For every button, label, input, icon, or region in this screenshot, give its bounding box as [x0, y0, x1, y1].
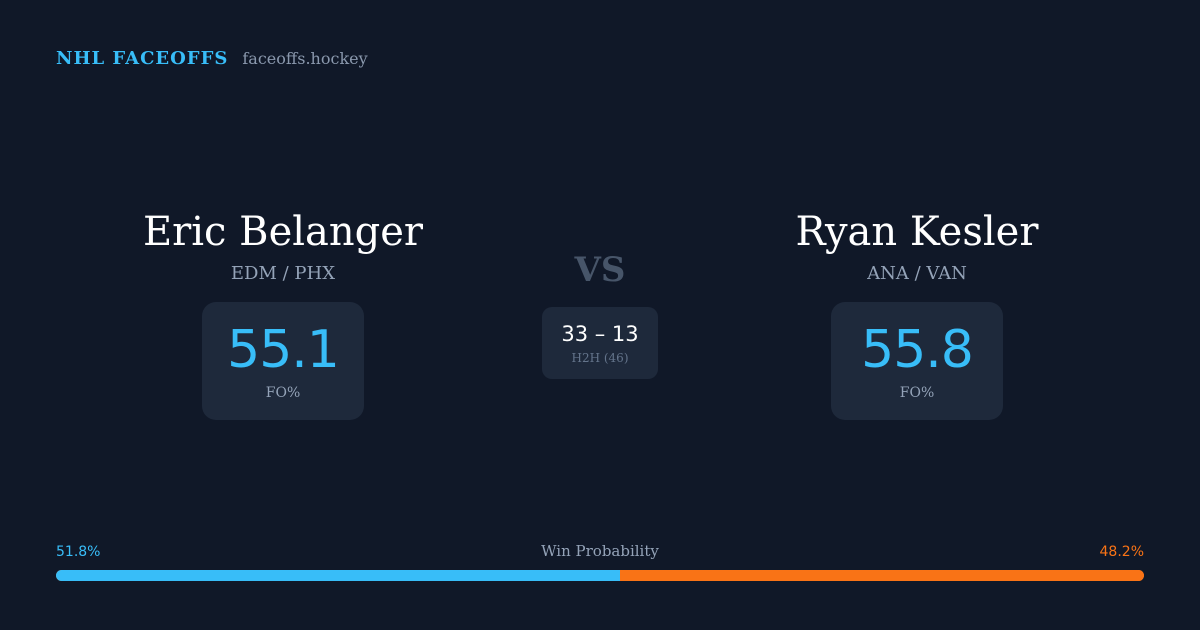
player-right-name: Ryan Kesler [795, 209, 1039, 255]
brand-title[interactable]: NHL FACEOFFS [56, 48, 229, 69]
head-to-head-card: 33 – 13 H2H (46) [542, 307, 658, 379]
player-right-teams: ANA / VAN [867, 263, 967, 284]
header: NHL FACEOFFS faceoffs.hockey [56, 48, 368, 69]
win-probability-bar-right [619, 570, 1144, 581]
player-left-fo-pct: 55.1 [227, 320, 340, 380]
head-to-head-score: 33 – 13 [561, 322, 639, 346]
win-probability-left-value: 51.8% [56, 544, 101, 560]
player-left-teams: EDM / PHX [230, 263, 336, 284]
player-right-fo-pct: 55.8 [861, 320, 974, 380]
player-left-name: Eric Belanger [142, 209, 424, 255]
versus-label: VS [574, 250, 626, 290]
player-right-fo-label: FO% [899, 385, 935, 401]
player-right-panel: Ryan Kesler ANA / VAN 55.8 FO% [687, 204, 1147, 420]
player-left-panel: Eric Belanger EDM / PHX 55.1 FO% [53, 204, 513, 420]
player-right-stat-card: 55.8 FO% [831, 302, 1003, 420]
win-probability-labels: 51.8% Win Probability 48.2% [56, 542, 1144, 564]
head-to-head-label: H2H (46) [571, 351, 629, 365]
player-left-fo-label: FO% [265, 385, 301, 401]
win-probability-bar-left [56, 570, 620, 581]
site-domain[interactable]: faceoffs.hockey [242, 49, 368, 68]
win-probability-bar [56, 570, 1144, 581]
win-probability-title: Win Probability [541, 542, 659, 560]
win-probability-right-value: 48.2% [1099, 544, 1144, 560]
player-left-stat-card: 55.1 FO% [202, 302, 364, 420]
